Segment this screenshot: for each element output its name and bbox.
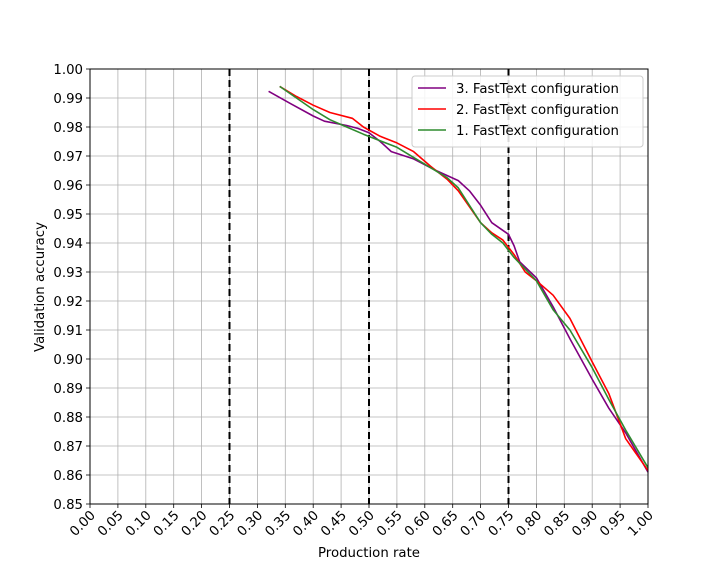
legend: 3. FastText configuration 2. FastText con… xyxy=(411,75,644,148)
series-line-1 xyxy=(268,90,649,473)
y-tick-label: 0.91 xyxy=(53,324,83,339)
y-tick-label: 0.97 xyxy=(53,150,83,165)
y-tick-label: 0.88 xyxy=(53,411,83,426)
y-tick-label: 0.87 xyxy=(53,440,83,455)
x-axis-title: Production rate xyxy=(318,546,420,561)
y-tick-label: 0.99 xyxy=(53,92,83,107)
y-axis-title: Validation accuracy xyxy=(33,222,48,352)
series-line-3 xyxy=(279,85,649,469)
legend-label: 3. FastText configuration xyxy=(456,82,619,97)
y-tick-label: 0.96 xyxy=(53,179,83,194)
y-tick-label: 0.95 xyxy=(53,208,83,223)
y-tick-label: 0.92 xyxy=(53,295,83,310)
legend-box xyxy=(411,75,644,148)
series-lines xyxy=(268,85,649,473)
legend-label: 1. FastText configuration xyxy=(456,124,619,139)
y-tick-label: 0.85 xyxy=(53,498,83,513)
legend-label: 2. FastText configuration xyxy=(456,103,619,118)
y-tick-label: 0.90 xyxy=(53,353,83,368)
y-tick-label: 0.86 xyxy=(53,469,83,484)
y-tick-label: 0.89 xyxy=(53,382,83,397)
y-tick-label: 0.94 xyxy=(53,237,83,252)
y-tick-label: 0.98 xyxy=(53,121,83,136)
y-axis-ticks: 0.85 0.86 0.87 0.88 0.89 0.90 0.91 0.92 0.93 0.94… xyxy=(53,63,90,513)
y-tick-label: 1.00 xyxy=(53,63,83,78)
y-tick-label: 0.93 xyxy=(53,266,83,281)
